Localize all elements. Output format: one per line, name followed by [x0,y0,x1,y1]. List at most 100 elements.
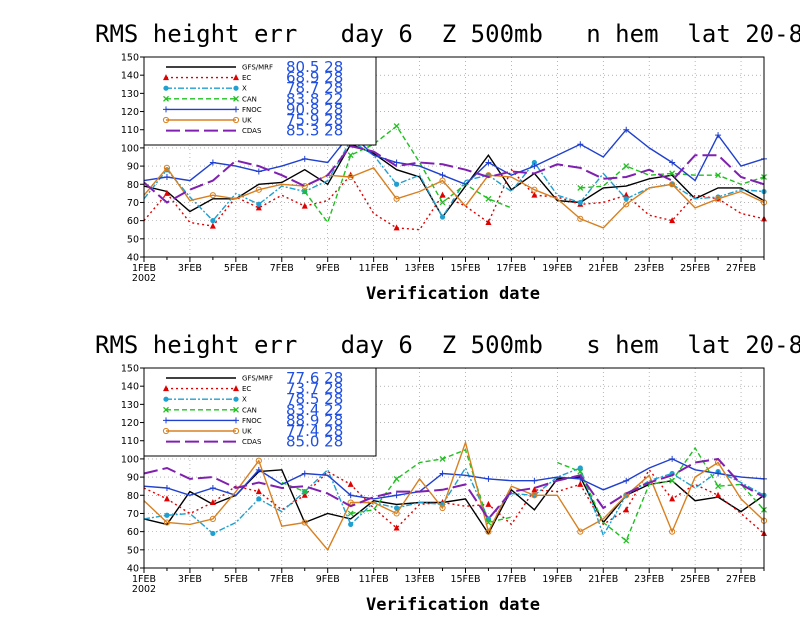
legend-series-name: FNOC [242,417,262,425]
data-point [623,506,630,513]
y-tick-label: 120 [121,107,139,118]
data-point [623,163,630,170]
data-point [485,528,492,535]
x-tick-label: 13FEB [405,574,435,585]
data-point [347,492,354,499]
legend-series-name: EC [242,385,251,393]
data-point [531,191,538,198]
y-tick-label: 80 [127,180,139,191]
data-point [623,537,630,544]
series-line [580,165,765,189]
legend-series-name: UK [242,428,252,436]
y-tick-label: 50 [127,234,139,245]
data-point [531,492,538,499]
legend-series-stat: 68.9 28 [286,69,343,87]
y-tick-label: 50 [127,545,139,556]
legend-series-name: FNOC [242,106,262,114]
data-point [233,106,239,113]
series-fnoc [143,455,767,500]
x-axis-label: Verification date [366,284,540,304]
data-point [439,191,446,198]
data-point [163,164,171,172]
y-tick-label: 140 [121,382,139,393]
series-gfs-mrf [143,143,765,219]
x-tick-label: 27FEB [726,574,756,585]
legend-series-stat: 85.3 28 [286,122,343,140]
y-tick-label: 140 [121,71,139,82]
series-line [143,139,765,222]
data-point [233,396,239,402]
legend-series-stat: 88.9 28 [286,411,343,429]
y-tick-label: 90 [127,162,139,173]
series-line [350,448,512,524]
data-point [163,495,170,502]
legend-series-stat: 78.7 28 [286,79,343,97]
x-tick-label: 1FEB [132,574,156,585]
legend-series-name: UK [242,117,252,125]
legend-series-stat: 83.4 22 [286,401,343,419]
x-tick-label: 7FEB [270,574,294,585]
data-point [393,510,400,517]
data-point [163,85,169,91]
legend-series-stat: 80.5 28 [286,58,343,76]
data-point [163,189,170,196]
data-point [347,152,354,159]
legend-series-stat: 77.6 28 [286,369,343,387]
data-point [577,465,583,471]
series-line [143,440,765,552]
legend-series-name: GFS/MRF [242,375,273,383]
series-can [281,446,767,544]
data-point [163,106,169,113]
data-point [393,524,400,531]
x-tick-label: 11FEB [359,574,389,585]
data-point [233,95,239,102]
legend-series-stat: 85.0 28 [286,433,343,451]
data-point [301,202,308,209]
data-point [531,477,538,484]
data-point [439,199,446,206]
series-line [143,143,765,219]
x-tick-label: 15FEB [450,574,480,585]
data-point [233,417,239,424]
data-point [485,159,492,166]
data-point [348,521,354,527]
legend: GFS/MRF 77.6 28 EC 73.7 28 X 78.5 28 CAN 83.4 2… [143,367,377,457]
y-tick-label: 70 [127,509,139,520]
data-point [163,406,169,413]
plot-frame [143,367,765,569]
legend-series-stat: 90.8 28 [286,100,343,118]
legend-series-name: X [242,85,247,93]
data-point [577,480,584,487]
data-point [163,519,171,526]
data-point [623,191,630,198]
data-point [347,173,354,181]
data-point [347,510,354,517]
x-tick-label: 25FEB [680,263,710,274]
legend-box [143,56,377,146]
x-axis-label: Verification date [366,595,540,615]
data-point [393,181,400,187]
data-point [439,470,446,477]
data-point [669,159,676,166]
y-tick-label: 60 [127,216,139,227]
data-point [162,427,170,435]
x-tick-label: 7FEB [270,263,294,274]
data-point [209,485,216,491]
chart-title: RMS height err day 6 Z 500mb s hem lat 2… [95,331,800,359]
series-line [143,468,765,535]
data-point [301,470,308,477]
data-point [233,406,239,413]
x-tick-label: 19FEB [542,574,572,585]
data-point [301,188,308,195]
data-point [209,515,216,523]
data-point [623,126,630,133]
series-line [143,457,765,521]
series-line [557,446,765,542]
y-tick-label: 110 [121,436,139,447]
x-tick-label: 23FEB [634,263,664,274]
data-point [232,427,240,435]
data-point [255,457,262,464]
series-fnoc [143,126,767,186]
x-tick-label: 15FEB [450,263,480,274]
